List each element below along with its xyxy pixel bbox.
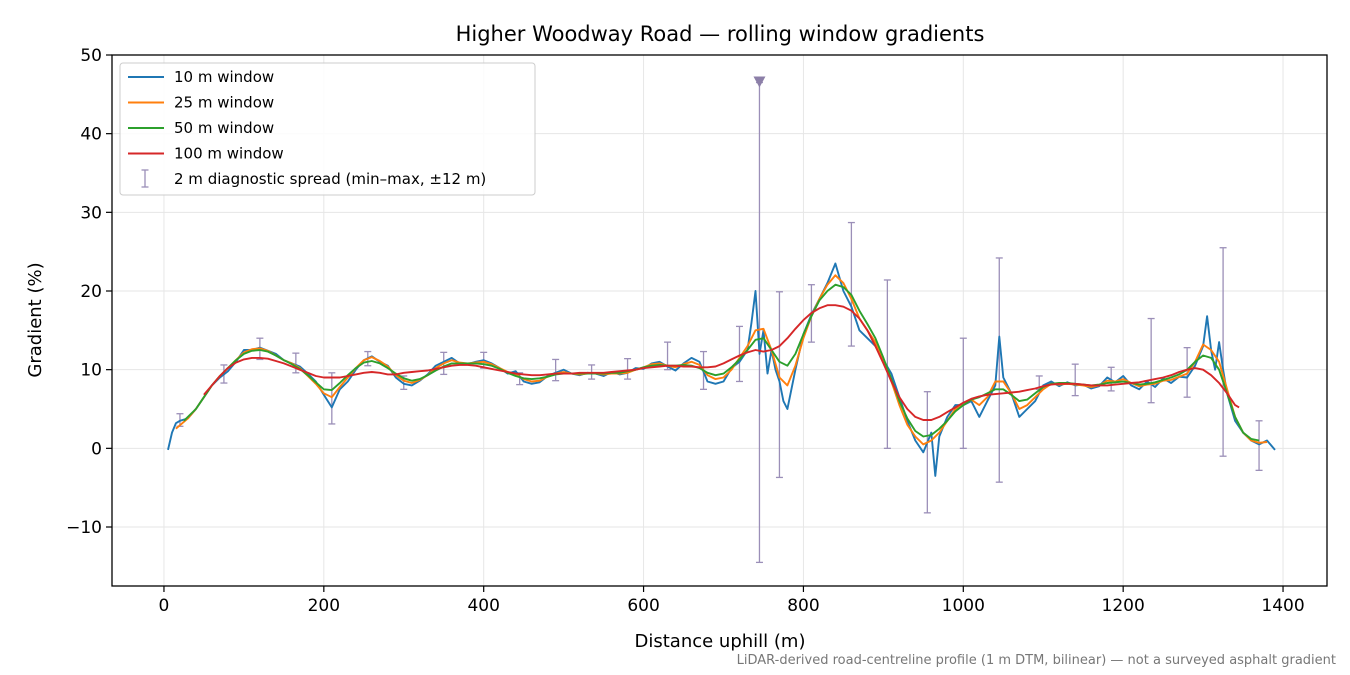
series-lines bbox=[167, 262, 1276, 477]
y-tick-label: 10 bbox=[80, 361, 102, 381]
legend-entry: 25 m window bbox=[128, 94, 274, 112]
legend-label: 50 m window bbox=[174, 119, 274, 137]
y-tick-label: −10 bbox=[66, 518, 102, 538]
error-bar bbox=[923, 391, 931, 514]
y-tick-label: 20 bbox=[80, 282, 102, 302]
x-tick-label: 200 bbox=[308, 596, 340, 616]
plot-frame bbox=[111, 54, 1328, 587]
error-bar bbox=[624, 358, 632, 380]
error-bar bbox=[959, 337, 967, 449]
legend-box bbox=[119, 62, 536, 196]
series-line bbox=[175, 274, 1268, 446]
error-bar bbox=[328, 372, 336, 425]
legend-label: 100 m window bbox=[174, 145, 284, 163]
x-tick-label: 1200 bbox=[1102, 596, 1145, 616]
legend-entry: 50 m window bbox=[128, 119, 274, 137]
y-axis-ticks: −10 0 10 20 30 40 50 bbox=[66, 46, 112, 538]
legend-entry: 100 m window bbox=[128, 145, 284, 163]
legend-label: 10 m window bbox=[174, 68, 274, 86]
x-tick-label: 1000 bbox=[942, 596, 985, 616]
error-bar bbox=[1219, 247, 1227, 457]
x-axis-label: Distance uphill (m) bbox=[635, 631, 806, 652]
y-tick-label: 0 bbox=[91, 439, 102, 459]
y-tick-label: 30 bbox=[80, 203, 102, 223]
error-bar bbox=[292, 352, 300, 374]
x-axis-ticks: 0 200 400 600 800 1000 1200 1400 bbox=[159, 586, 1305, 616]
error-bar bbox=[995, 257, 1003, 483]
series-line bbox=[203, 304, 1240, 421]
legend-label: 2 m diagnostic spread (min–max, ±12 m) bbox=[174, 170, 486, 188]
error-bar bbox=[883, 279, 891, 449]
x-tick-label: 0 bbox=[159, 596, 170, 616]
legend-entry: 2 m diagnostic spread (min–max, ±12 m) bbox=[141, 169, 486, 188]
error-bar bbox=[1255, 420, 1263, 472]
legend: 10 m window 25 m window 50 m window 100 m w… bbox=[119, 62, 536, 196]
x-tick-label: 800 bbox=[787, 596, 819, 616]
footnote: LiDAR-derived road-centreline profile (1… bbox=[737, 653, 1336, 668]
legend-label: 25 m window bbox=[174, 94, 274, 112]
error-bar bbox=[1071, 363, 1079, 397]
legend-swatch bbox=[141, 169, 149, 188]
error-bars bbox=[176, 81, 1263, 564]
error-bar bbox=[1147, 317, 1155, 404]
chart-title: Higher Woodway Road — rolling window gra… bbox=[456, 22, 985, 46]
x-tick-label: 600 bbox=[627, 596, 659, 616]
x-tick-label: 1400 bbox=[1261, 596, 1304, 616]
y-tick-label: 40 bbox=[80, 125, 102, 145]
marker-triangle bbox=[753, 76, 766, 88]
legend-entry: 10 m window bbox=[128, 68, 274, 86]
y-tick-label: 50 bbox=[80, 46, 102, 66]
max-marker bbox=[753, 76, 766, 88]
error-bar bbox=[847, 221, 855, 347]
y-axis-label: Gradient (%) bbox=[25, 262, 46, 377]
error-bar bbox=[552, 358, 560, 382]
error-bar bbox=[735, 325, 743, 383]
x-tick-label: 400 bbox=[467, 596, 499, 616]
